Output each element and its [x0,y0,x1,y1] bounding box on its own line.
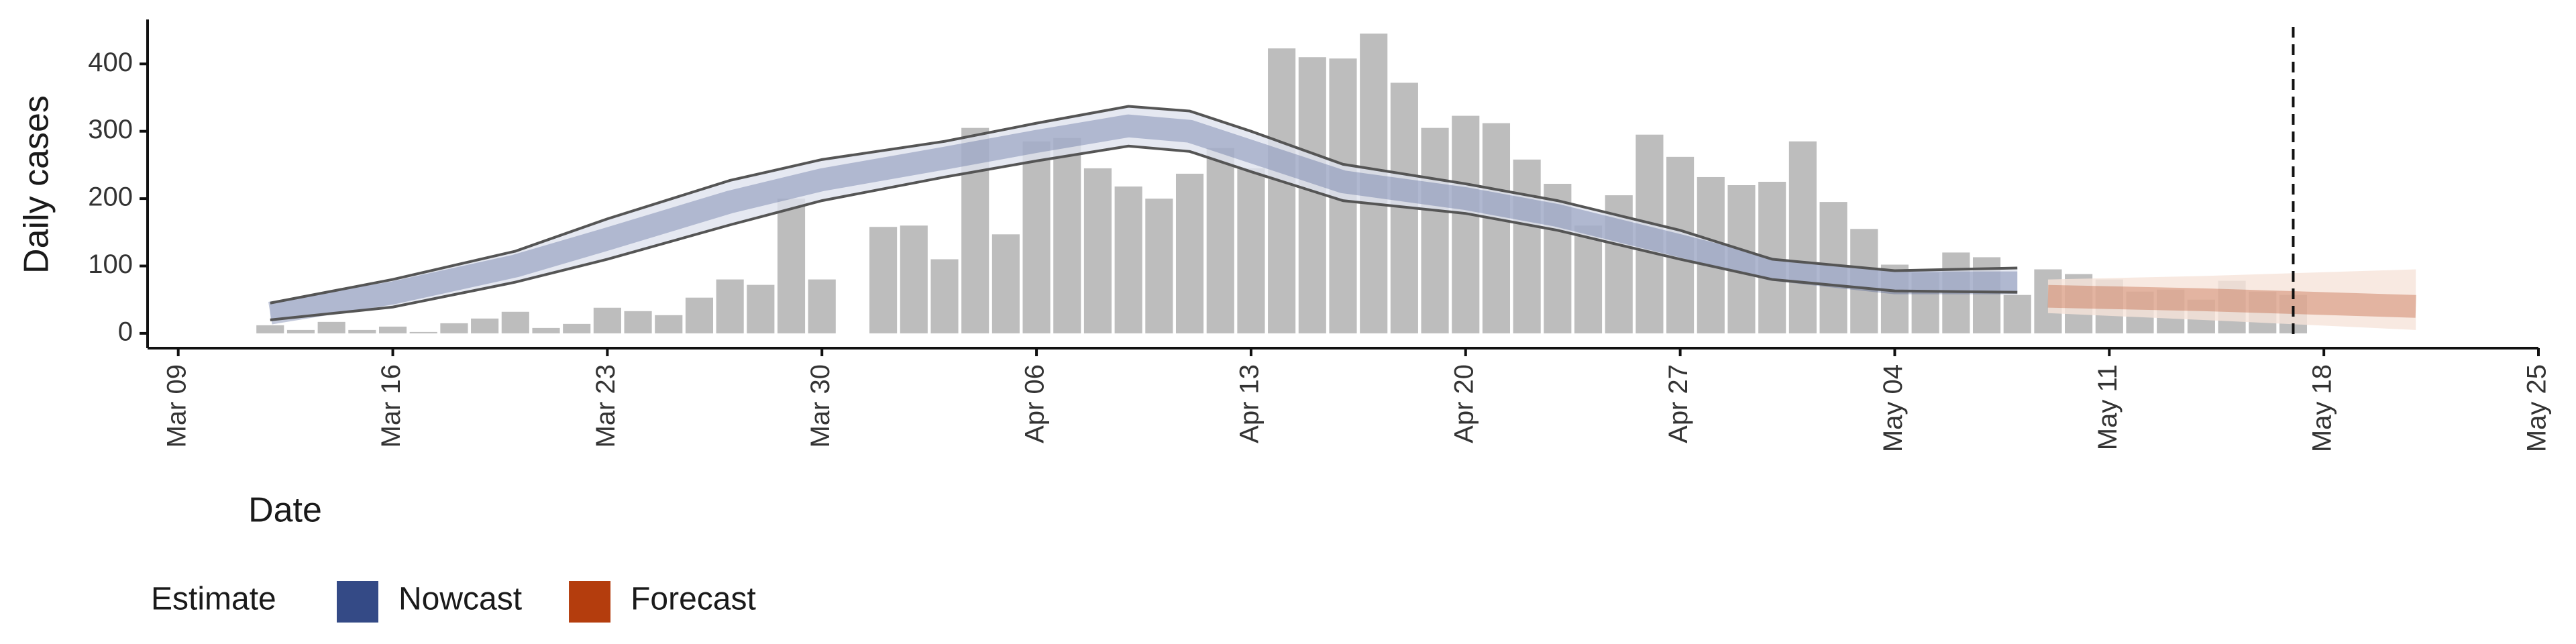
estimate-median [268,114,2018,325]
bar [869,227,898,333]
y-tick-label: 100 [88,250,133,279]
bar [563,323,591,333]
estimate-bound [270,105,2018,305]
y-tick-label: 200 [88,182,133,212]
x-tick-label: Apr 13 [1234,364,1264,443]
bar [624,311,652,333]
bar [777,199,806,333]
bar [747,284,775,333]
bar [409,331,437,333]
bar [317,321,345,333]
bar [716,279,744,333]
bar [685,297,714,333]
bar [286,329,315,333]
bar [1574,225,1603,333]
x-tick-label: May 04 [1878,364,1908,452]
x-tick-label: May 11 [2093,364,2123,450]
x-tick-label: Apr 06 [1020,364,1050,443]
x-tick-label: May 25 [2522,364,2552,452]
bar [1022,141,1051,333]
bar [440,323,468,333]
x-tick-label: Apr 27 [1664,364,1693,443]
bar [1452,115,1480,333]
bar [1513,159,1541,333]
y-tick-label: 400 [88,48,133,77]
bar [1421,127,1449,333]
bar [501,311,529,333]
estimate-median [2047,284,2416,318]
estimate-band [2047,269,2416,330]
bar [593,307,621,333]
x-tick-label: May 18 [2308,364,2337,452]
bar [930,259,959,333]
legend-title: Estimate [151,582,276,617]
bar [471,318,499,333]
x-tick-label: Mar 23 [591,364,621,448]
legend-label: Nowcast [398,582,522,617]
bar [900,225,928,333]
x-tick-label: Mar 16 [376,364,406,448]
bar [348,329,376,333]
bar [655,315,683,333]
bar [1482,123,1511,333]
bar [1083,168,1112,333]
bar [1788,141,1817,333]
legend-swatch [569,581,611,623]
bar [1175,173,1204,333]
y-axis-title: Daily cases [17,95,56,274]
y-tick-label: 0 [118,317,133,346]
bar [1237,168,1265,333]
legend-label: Forecast [631,582,756,617]
bar [808,279,836,333]
estimate-bound [270,144,2018,321]
x-axis-title: Date [248,491,322,530]
bar [1206,148,1234,333]
x-tick-label: Apr 20 [1449,364,1479,443]
x-tick-label: Mar 30 [806,364,835,448]
bar [256,325,284,333]
bar [1114,186,1142,333]
bar [2003,294,2031,333]
y-tick-label: 300 [88,115,133,144]
legend-swatch [337,581,378,623]
bar [1145,199,1173,333]
bar [1268,48,1296,333]
bar [532,327,560,333]
bar [991,234,1020,333]
bar [378,326,407,333]
bar [1053,138,1081,333]
x-tick-label: Mar 09 [162,364,191,448]
